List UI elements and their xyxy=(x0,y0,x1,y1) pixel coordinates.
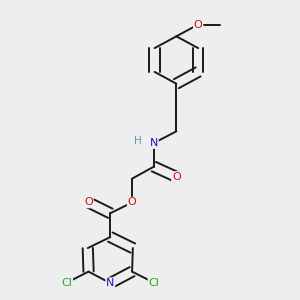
Text: O: O xyxy=(194,20,203,29)
Text: Cl: Cl xyxy=(148,278,159,288)
Text: Cl: Cl xyxy=(61,278,72,288)
Text: N: N xyxy=(106,278,115,288)
Text: O: O xyxy=(128,197,136,208)
Text: O: O xyxy=(84,197,93,208)
Text: H: H xyxy=(134,136,142,146)
Text: N: N xyxy=(150,138,158,148)
Text: O: O xyxy=(172,172,181,182)
